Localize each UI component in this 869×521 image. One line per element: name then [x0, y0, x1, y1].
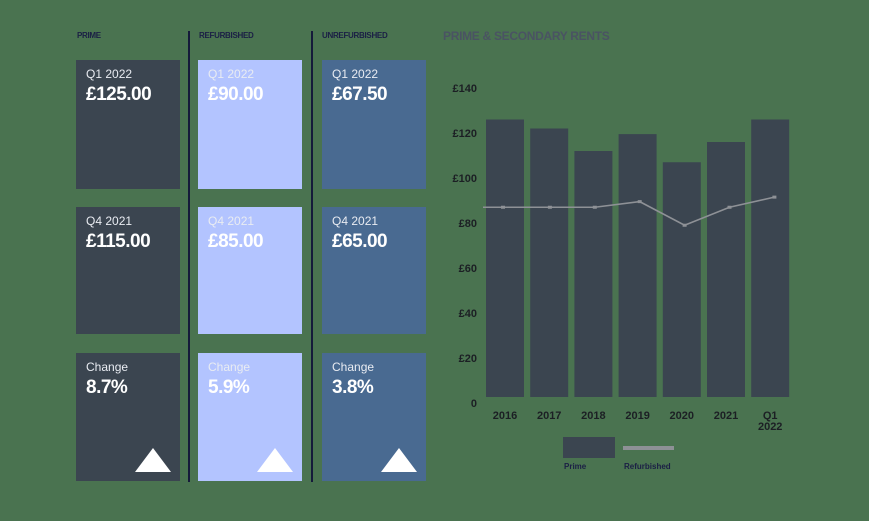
up-arrow-icon	[257, 448, 293, 472]
card-change-value: 8.7%	[86, 377, 128, 398]
card-period: Q1 2022	[86, 67, 133, 81]
x-tick-label: 2016	[493, 410, 517, 422]
refurbished-previous-card: Q4 2021 £85.00	[198, 207, 302, 334]
unrefurbished-change-card: Change 3.8%	[322, 353, 426, 481]
legend-swatch-prime	[563, 437, 615, 458]
x-tick-label: 2018	[581, 410, 605, 422]
column-divider	[311, 31, 313, 482]
card-period: Q1 2022	[208, 67, 255, 81]
unrefurbished-current-card: Q1 2022 £67.50	[322, 60, 426, 189]
unrefurbished-previous-card: Q4 2021 £65.00	[322, 207, 426, 334]
up-arrow-icon	[381, 448, 417, 472]
column-label-prime: PRIME	[77, 31, 101, 40]
card-value: £115.00	[86, 231, 151, 252]
card-period: Q4 2021	[208, 214, 255, 228]
card-period: Q4 2021	[332, 214, 379, 228]
line-marker	[727, 205, 732, 209]
card-change-value: 3.8%	[332, 377, 374, 398]
y-tick-label: £100	[453, 173, 477, 185]
chart-legend: Prime Refurbished	[563, 437, 674, 471]
up-arrow-icon	[135, 448, 171, 472]
y-tick-label: £20	[459, 353, 477, 365]
y-tick-label: £60	[459, 263, 477, 275]
prime-bar	[486, 119, 524, 397]
line-marker	[682, 223, 687, 227]
card-change-value: 5.9%	[208, 377, 250, 398]
card-value: £90.00	[208, 84, 264, 105]
card-value: £85.00	[208, 231, 264, 252]
chart-title: PRIME & SECONDARY RENTS	[443, 29, 610, 43]
column-divider	[188, 31, 190, 482]
refurbished-current-card: Q1 2022 £90.00	[198, 60, 302, 189]
prime-previous-card: Q4 2021 £115.00	[76, 207, 180, 334]
x-tick-label: 2019	[625, 410, 649, 422]
line-marker	[772, 195, 777, 199]
y-tick-label: £40	[459, 308, 477, 320]
refurbished-change-card: Change 5.9%	[198, 353, 302, 481]
card-label: Change	[86, 360, 129, 374]
card-period: Q4 2021	[86, 214, 133, 228]
card-period: Q1 2022	[332, 67, 379, 81]
card-value: £67.50	[332, 84, 388, 105]
x-tick-label: 2021	[714, 410, 738, 422]
x-tick-label: 2020	[670, 410, 694, 422]
column-label-refurbished: REFURBISHED	[199, 31, 254, 40]
prime-bar	[751, 119, 790, 397]
y-tick-label: 0	[471, 398, 477, 410]
line-marker	[501, 205, 505, 209]
line-marker	[592, 205, 597, 209]
y-tick-label: £140	[453, 83, 477, 95]
x-tick-label: 2022	[758, 421, 782, 433]
legend-label-refurbished: Refurbished	[624, 462, 671, 471]
refurbished-line	[483, 195, 777, 227]
line-marker	[547, 205, 552, 209]
y-axis: 0 £20 £40 £60 £80 £100 £120 £140	[453, 83, 477, 410]
refurbished-line-path	[483, 196, 775, 227]
prime-bar	[530, 128, 569, 397]
y-tick-label: £80	[459, 218, 477, 230]
prime-bars	[486, 119, 790, 397]
legend-label-prime: Prime	[564, 462, 587, 471]
x-tick-label: Q1	[763, 410, 778, 422]
card-label: Change	[332, 360, 375, 374]
y-tick-label: £120	[453, 128, 477, 140]
legend-swatch-refurbished	[623, 446, 674, 450]
prime-bar	[707, 142, 745, 397]
x-tick-label: 2017	[537, 410, 561, 422]
prime-bar	[574, 151, 613, 397]
prime-bar	[618, 134, 657, 397]
column-label-unrefurbished: UNREFURBISHED	[322, 31, 388, 40]
card-value: £65.00	[332, 231, 388, 252]
card-value: £125.00	[86, 84, 152, 105]
prime-current-card: Q1 2022 £125.00	[76, 60, 180, 189]
prime-bar	[662, 162, 701, 397]
line-marker	[637, 200, 642, 204]
prime-change-card: Change 8.7%	[76, 353, 180, 481]
card-label: Change	[208, 360, 251, 374]
